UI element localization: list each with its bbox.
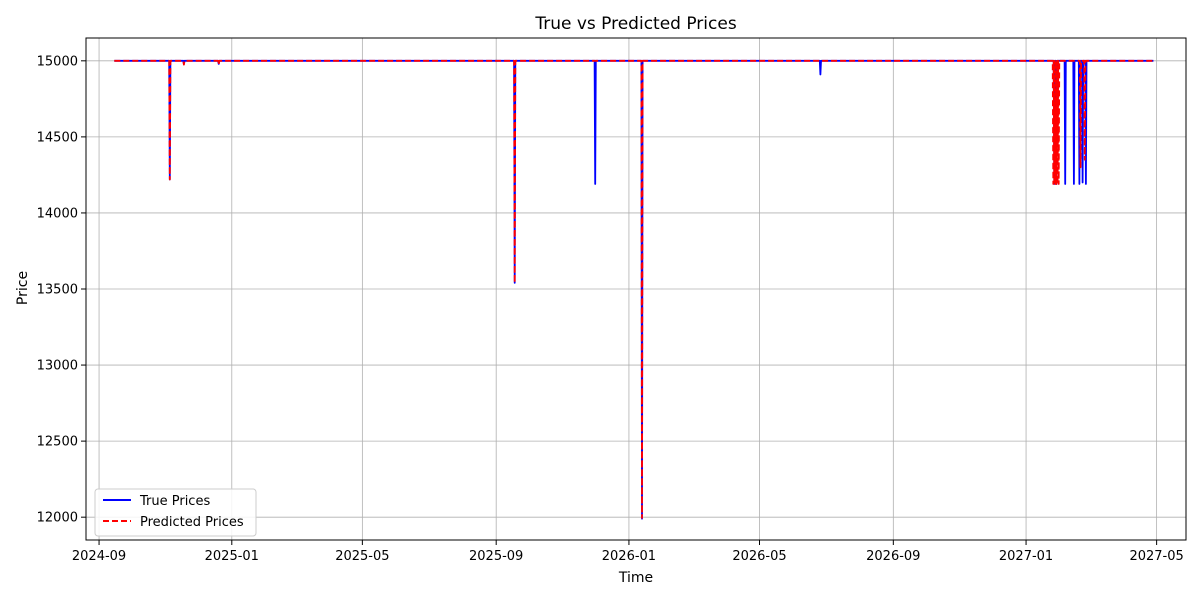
legend: True Prices Predicted Prices	[94, 488, 257, 537]
x-tick-label: 2025-05	[335, 549, 389, 564]
y-tick-label: 14500	[37, 130, 78, 145]
plot-frame	[85, 37, 1187, 541]
y-tick-label: 14000	[37, 206, 78, 221]
legend-predicted-label: Predicted Prices	[140, 515, 244, 530]
x-tick-label: 2025-01	[205, 549, 259, 564]
x-tick-label: 2026-01	[602, 549, 656, 564]
y-tick-label: 13500	[37, 283, 78, 298]
y-tick-label: 12000	[37, 511, 78, 526]
x-tick-label: 2027-05	[1129, 549, 1183, 564]
x-tick-label: 2026-05	[732, 549, 786, 564]
y-tick-label: 15000	[37, 54, 78, 69]
grid	[86, 38, 1186, 540]
y-axis-ticks: 12000 12500 13000 13500 14000 14500 15000	[37, 54, 86, 526]
x-axis-ticks: 2024-09 2025-01 2025-05 2025-09 2026-01 2026-…	[72, 540, 1184, 564]
y-tick-label: 13000	[37, 359, 78, 374]
y-tick-label: 12500	[37, 435, 78, 450]
x-tick-label: 2026-09	[866, 549, 920, 564]
predicted-prices-line	[114, 59, 1154, 519]
legend-true-label: True Prices	[139, 494, 210, 509]
x-axis-label: Time	[618, 570, 653, 586]
x-tick-label: 2024-09	[72, 549, 126, 564]
chart-title: True vs Predicted Prices	[534, 14, 737, 34]
series-lines	[114, 59, 1154, 520]
legend-box	[94, 488, 257, 537]
y-axis-label: Price	[15, 271, 31, 305]
x-tick-label: 2027-01	[999, 549, 1053, 564]
x-tick-label: 2025-09	[469, 549, 523, 564]
